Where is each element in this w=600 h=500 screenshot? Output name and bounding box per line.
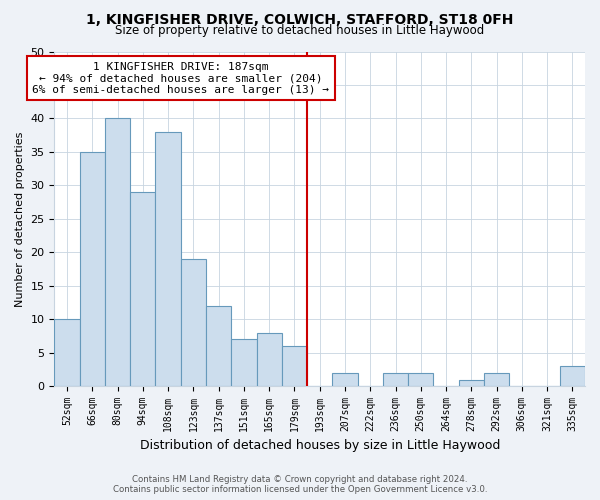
Bar: [155, 132, 181, 386]
Y-axis label: Number of detached properties: Number of detached properties: [15, 131, 25, 306]
Bar: [383, 373, 408, 386]
Bar: [55, 320, 80, 386]
Bar: [105, 118, 130, 386]
Bar: [560, 366, 585, 386]
Bar: [181, 259, 206, 386]
Bar: [206, 306, 231, 386]
Bar: [458, 380, 484, 386]
Bar: [257, 332, 282, 386]
Bar: [408, 373, 433, 386]
Text: 1, KINGFISHER DRIVE, COLWICH, STAFFORD, ST18 0FH: 1, KINGFISHER DRIVE, COLWICH, STAFFORD, …: [86, 12, 514, 26]
Text: Contains HM Land Registry data © Crown copyright and database right 2024.
Contai: Contains HM Land Registry data © Crown c…: [113, 474, 487, 494]
Bar: [130, 192, 155, 386]
Bar: [80, 152, 105, 386]
Bar: [231, 340, 257, 386]
X-axis label: Distribution of detached houses by size in Little Haywood: Distribution of detached houses by size …: [140, 440, 500, 452]
Bar: [282, 346, 307, 386]
Text: Size of property relative to detached houses in Little Haywood: Size of property relative to detached ho…: [115, 24, 485, 37]
Bar: [484, 373, 509, 386]
Text: 1 KINGFISHER DRIVE: 187sqm
← 94% of detached houses are smaller (204)
6% of semi: 1 KINGFISHER DRIVE: 187sqm ← 94% of deta…: [32, 62, 329, 94]
Bar: [332, 373, 358, 386]
